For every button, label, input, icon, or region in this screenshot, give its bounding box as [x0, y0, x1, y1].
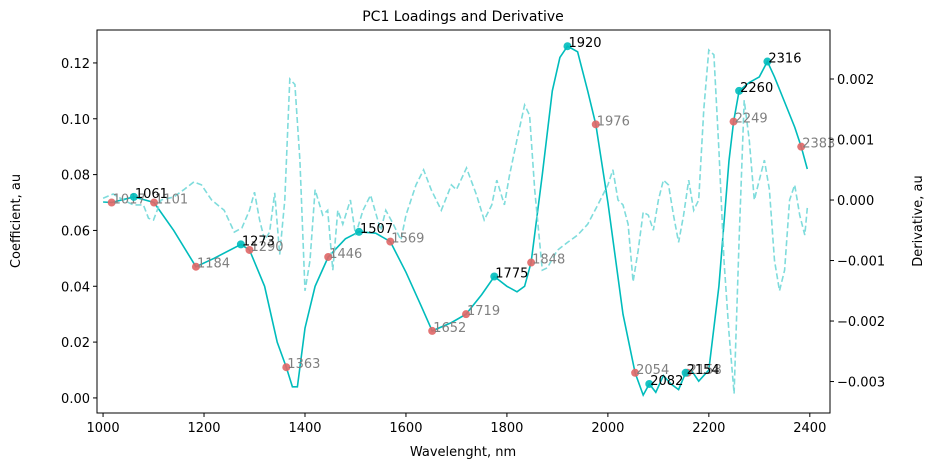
x-tick-label: 1200: [187, 421, 220, 436]
marker: [107, 198, 116, 207]
y2-tick-label: −0.001: [837, 255, 885, 270]
y-tick-label: 0.04: [61, 280, 90, 295]
x-tick-label: 2400: [793, 421, 826, 436]
marker-label: 1061: [135, 187, 168, 202]
marker-label: 1290: [250, 240, 283, 255]
y-tick-label: 0.00: [61, 392, 90, 407]
marker: [681, 368, 690, 377]
marker: [797, 142, 806, 151]
y2-axis-label: Derivative, au: [911, 175, 926, 267]
y2-tick-label: 0.000: [837, 194, 874, 209]
marker-label: 1920: [568, 36, 601, 51]
marker: [462, 310, 471, 319]
marker-label: 2082: [650, 374, 683, 389]
x-tick-label: 1800: [490, 421, 523, 436]
marker: [591, 120, 600, 129]
marker-label: 1507: [360, 222, 393, 237]
marker: [763, 57, 772, 66]
marker-label: 1101: [155, 193, 188, 208]
plot-frame: [96, 29, 831, 414]
marker-label: 2316: [768, 52, 801, 67]
y2-tick-label: 0.002: [837, 73, 874, 88]
y-axis-label: Coefficient, au: [9, 174, 24, 268]
line: [103, 45, 809, 398]
y2-tick-label: −0.003: [837, 376, 885, 391]
x-tick-label: 1400: [288, 421, 321, 436]
marker: [563, 42, 572, 51]
marker-label: 1652: [433, 321, 466, 336]
marker: [245, 245, 254, 254]
marker-label: 1363: [287, 357, 320, 372]
marker-label: 1848: [532, 253, 565, 268]
marker: [428, 326, 437, 335]
marker: [645, 379, 654, 388]
marker: [150, 198, 159, 207]
y-tick-label: 0.12: [61, 57, 90, 72]
marker-label: 2054: [636, 363, 669, 378]
marker: [129, 192, 138, 201]
marker: [490, 272, 499, 281]
marker: [386, 237, 395, 246]
marker: [729, 117, 738, 126]
x-tick-label: 1000: [87, 421, 120, 436]
marker-label: 1273: [242, 234, 275, 249]
marker-label: 1775: [495, 266, 528, 281]
y2-tick-label: −0.002: [837, 315, 885, 330]
y-tick-label: 0.10: [61, 113, 90, 128]
marker-label: 1184: [197, 257, 230, 272]
y-tick-label: 0.08: [61, 169, 90, 184]
line: [102, 48, 809, 394]
marker-label: 2260: [740, 81, 773, 96]
x-tick-label: 2200: [692, 421, 725, 436]
marker: [324, 252, 333, 261]
marker: [355, 227, 364, 236]
y-tick-label: 0.06: [61, 224, 90, 239]
y-tick-label: 0.02: [61, 336, 90, 351]
x-tick-label: 1600: [389, 421, 422, 436]
marker-label: 2154: [687, 363, 720, 378]
marker-label: 2158: [689, 363, 722, 378]
x-axis-label: Wavelenght, nm: [410, 445, 516, 460]
marker: [282, 363, 291, 372]
marker-label: 1446: [329, 247, 362, 262]
y2-tick-label: 0.001: [837, 134, 874, 149]
marker: [236, 240, 245, 249]
marker: [191, 262, 200, 271]
marker-label: 1719: [467, 304, 500, 319]
chart-title: PC1 Loadings and Derivative: [362, 9, 564, 25]
marker-label: 1976: [597, 114, 630, 129]
marker-label: 1569: [391, 232, 424, 247]
marker-label: 2249: [735, 112, 768, 127]
marker: [631, 368, 640, 377]
marker-label: 2383: [802, 137, 835, 152]
marker: [735, 86, 744, 95]
x-tick-label: 2000: [591, 421, 624, 436]
marker: [527, 258, 536, 267]
